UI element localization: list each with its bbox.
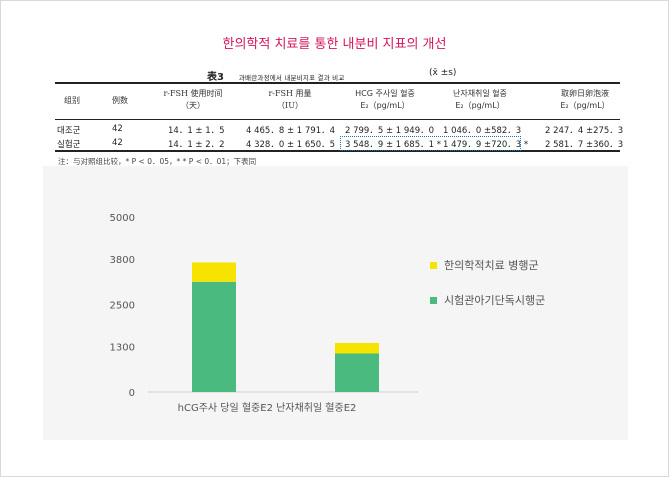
table-caption: 表3 과배란과정에서 내분비지표 결과 비교 (x̄ ±s)	[207, 68, 456, 83]
table-number: 表3	[207, 72, 224, 83]
table-caption-text: 과배란과정에서 내분비지표 결과 비교	[238, 74, 345, 82]
header-fsh-dose: r-FSH 用量 （IU）	[268, 89, 312, 110]
row1-group: 대조군	[57, 126, 81, 136]
row2-fsh-days: 14．1 ± 2．2	[168, 140, 225, 150]
row1-fsh-days: 14．1 ± 1．5	[168, 126, 225, 136]
bars	[192, 262, 379, 392]
header-oocyte-e2: 取卵日卵泡液 E₂（pg/mL）	[560, 89, 610, 110]
legend-swatch	[430, 262, 437, 269]
row1-hcg: 2 799．5 ± 1 949．0	[345, 126, 435, 136]
table-mean-sd: (x̄ ±s)	[429, 68, 457, 78]
row1-fsh-dose: 4 465．8 ± 1 791．4	[246, 126, 336, 136]
table-note: 注：与对照组比较，* P < 0．05，* * P < 0．01；下表同	[58, 157, 257, 166]
row1-oocyte: 2 247．4 ±275．3	[545, 126, 624, 136]
page-title: 한의학적 치료를 통한 내분비 지표의 개선	[222, 37, 447, 52]
header-fsh-days: r-FSH 使用时间 （天）	[163, 89, 223, 110]
legend-label: 시험관아기단독시행군	[444, 294, 545, 307]
y-tick-label: 1300	[110, 343, 135, 354]
header-hcg-e2: HCG 주사일 혈중 E₂（pg/mL）	[355, 89, 415, 110]
legend-label: 한의학적치료 병행군	[444, 259, 539, 272]
bar-segment-combined	[335, 343, 379, 354]
chart-panel: 0 1300 2500 3800 5000 hCG주사 당일 혈중E2 난자채취일 혈중…	[43, 166, 628, 440]
row2-hcg: 3 548．9 ± 1 685．1 *	[345, 140, 441, 150]
row2-fsh-dose: 4 328．0 ± 1 650．5	[246, 140, 336, 150]
highlight-box	[340, 136, 521, 151]
y-tick-label: 2500	[110, 301, 135, 312]
legend-swatch	[430, 297, 437, 304]
bar-segment-combined	[192, 262, 236, 282]
row2-group: 실험군	[57, 140, 81, 150]
row2-cases: 42	[112, 138, 123, 148]
row2-oocyte: 2 581．7 ±360．3	[545, 140, 624, 150]
header-group: 组别	[64, 96, 80, 105]
bar-segment-ivf-only	[335, 353, 379, 392]
y-tick-label: 3800	[110, 255, 135, 266]
row1-cases: 42	[112, 124, 123, 134]
header-retrieval-e2: 난자채취일 혈중 E₂（pg/mL）	[452, 89, 508, 110]
category-label: hCG주사 당일 혈중E2 난자채취일 혈중E2	[178, 401, 357, 414]
row2-retrieval: 1 479．9 ±720．3 *	[443, 140, 529, 150]
table-bottom-rule	[55, 150, 620, 152]
table-header-rule	[55, 119, 620, 120]
y-axis-ticks: 0 1300 2500 3800 5000	[110, 213, 135, 399]
row1-retrieval: 1 046．0 ±582．3	[443, 126, 522, 136]
y-tick-label: 0	[129, 388, 135, 399]
stacked-bar-chart: 0 1300 2500 3800 5000 hCG주사 당일 혈중E2 난자채취일 혈중…	[110, 213, 546, 414]
y-tick-label: 5000	[110, 213, 135, 224]
table-top-rule	[55, 82, 620, 84]
bar-segment-ivf-only	[192, 281, 236, 392]
header-cases: 例数	[112, 96, 128, 105]
